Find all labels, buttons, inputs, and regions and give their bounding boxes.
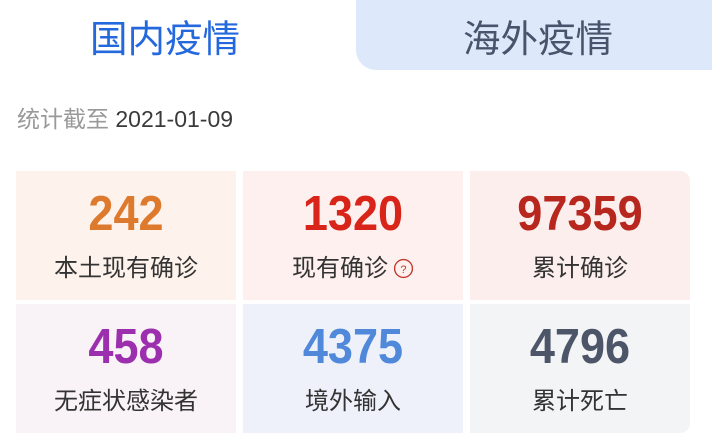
- svg-text:?: ?: [400, 264, 406, 276]
